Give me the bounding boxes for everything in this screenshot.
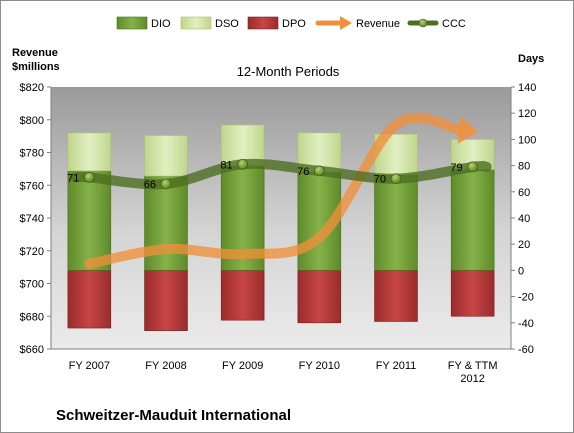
legend-item-dio: DIO — [116, 16, 171, 30]
legend-label-ccc: CCC — [442, 18, 466, 30]
legend-swatch-dio — [116, 16, 148, 30]
left-tick-label: $760 — [20, 180, 44, 192]
x-tick-label: FY 2011 — [376, 360, 417, 372]
bar-dpo — [144, 270, 188, 331]
ccc-point — [160, 178, 172, 190]
x-tick-label: FY & TTM — [448, 360, 498, 372]
left-tick-label: $800 — [20, 115, 44, 127]
x-tick-label: FY 2007 — [69, 360, 110, 372]
x-tick-label: FY 2009 — [222, 360, 263, 372]
bar-dio — [67, 170, 112, 271]
legend-label-revenue: Revenue — [356, 18, 400, 30]
legend-label-dso: DSO — [215, 18, 239, 30]
left-tick-label: $780 — [20, 148, 44, 160]
left-tick-label: $700 — [20, 279, 44, 291]
right-tick-label: 60 — [518, 187, 530, 199]
left-tick-label: $720 — [20, 246, 44, 258]
legend-item-dpo: DPO — [247, 16, 306, 30]
right-tick-label: 100 — [518, 134, 536, 146]
bar-dso — [67, 132, 112, 172]
bar-dpo — [450, 270, 495, 317]
chart-title: 12-Month Periods — [237, 64, 340, 79]
x-tick-label: FY 2008 — [145, 360, 186, 372]
left-axis-ticks: $660 $680 $700 $720 $740 $760 $780 $800 $820 — [20, 82, 52, 356]
left-axis-label-line2: $millions — [12, 61, 60, 73]
bar-dso — [144, 135, 188, 177]
x-axis-labels: FY 2007 FY 2008 FY 2009 FY 2010 FY 2011 FY & … — [69, 360, 498, 385]
legend: DIO DSO DPO Revenue CCC — [116, 16, 466, 30]
right-tick-label: 0 — [518, 265, 524, 277]
ccc-point — [237, 158, 249, 170]
right-tick-label: 120 — [518, 108, 536, 120]
bar-dpo — [220, 270, 265, 321]
legend-item-ccc: CCC — [407, 18, 466, 30]
ccc-series: 71 66 81 76 70 79 — [67, 158, 492, 191]
ccc-line — [70, 158, 492, 190]
bar-dpo — [374, 270, 418, 322]
ccc-data-label: 76 — [297, 166, 309, 178]
legend-item-revenue: Revenue — [315, 16, 400, 30]
revenue-arrowhead — [457, 116, 479, 144]
plot-area — [51, 87, 511, 349]
ccc-data-label: 81 — [220, 159, 232, 171]
ccc-data-label: 66 — [144, 179, 156, 191]
ccc-data-label: 71 — [67, 172, 79, 184]
left-tick-label: $820 — [20, 82, 44, 94]
right-tick-label: 20 — [518, 239, 530, 251]
bar-dio — [374, 174, 418, 271]
revenue-line — [84, 112, 466, 269]
right-tick-label: -20 — [518, 292, 534, 304]
legend-item-dso: DSO — [180, 16, 239, 30]
legend-marker-ccc — [418, 18, 428, 28]
right-tick-label: 80 — [518, 161, 530, 173]
company-name: Schweitzer-Mauduit International — [56, 407, 291, 424]
right-tick-label: 40 — [518, 213, 530, 225]
ccc-point — [313, 165, 325, 177]
bar-dio — [450, 169, 495, 271]
legend-label-dpo: DPO — [282, 18, 306, 30]
legend-swatch-dso — [180, 16, 212, 30]
bar-dso — [220, 124, 265, 166]
ccc-point — [390, 173, 402, 185]
bar-dpo — [67, 270, 112, 329]
right-tick-label: -40 — [518, 318, 534, 330]
right-tick-label: 140 — [518, 82, 536, 94]
bar-dpo — [297, 270, 342, 324]
revenue-series — [84, 112, 479, 269]
x-tick-label: FY 2010 — [299, 360, 340, 372]
ccc-point — [83, 172, 95, 183]
legend-arrow-revenue — [340, 16, 352, 30]
left-tick-label: $680 — [20, 311, 44, 323]
ccc-data-label: 79 — [450, 162, 462, 174]
x-tick-label: 2012 — [460, 373, 484, 385]
ccc-point — [467, 161, 479, 173]
right-axis-ticks: -60 -40 -20 0 20 40 60 80 100 120 140 — [51, 82, 536, 356]
right-axis-label: Days — [518, 53, 544, 65]
legend-swatch-dpo — [247, 16, 279, 30]
left-axis-label-line1: Revenue — [12, 47, 58, 59]
right-tick-label: -60 — [518, 344, 534, 356]
ccc-data-label: 70 — [374, 174, 386, 186]
legend-label-dio: DIO — [151, 18, 171, 30]
left-tick-label: $740 — [20, 213, 44, 225]
left-tick-label: $660 — [20, 344, 44, 356]
